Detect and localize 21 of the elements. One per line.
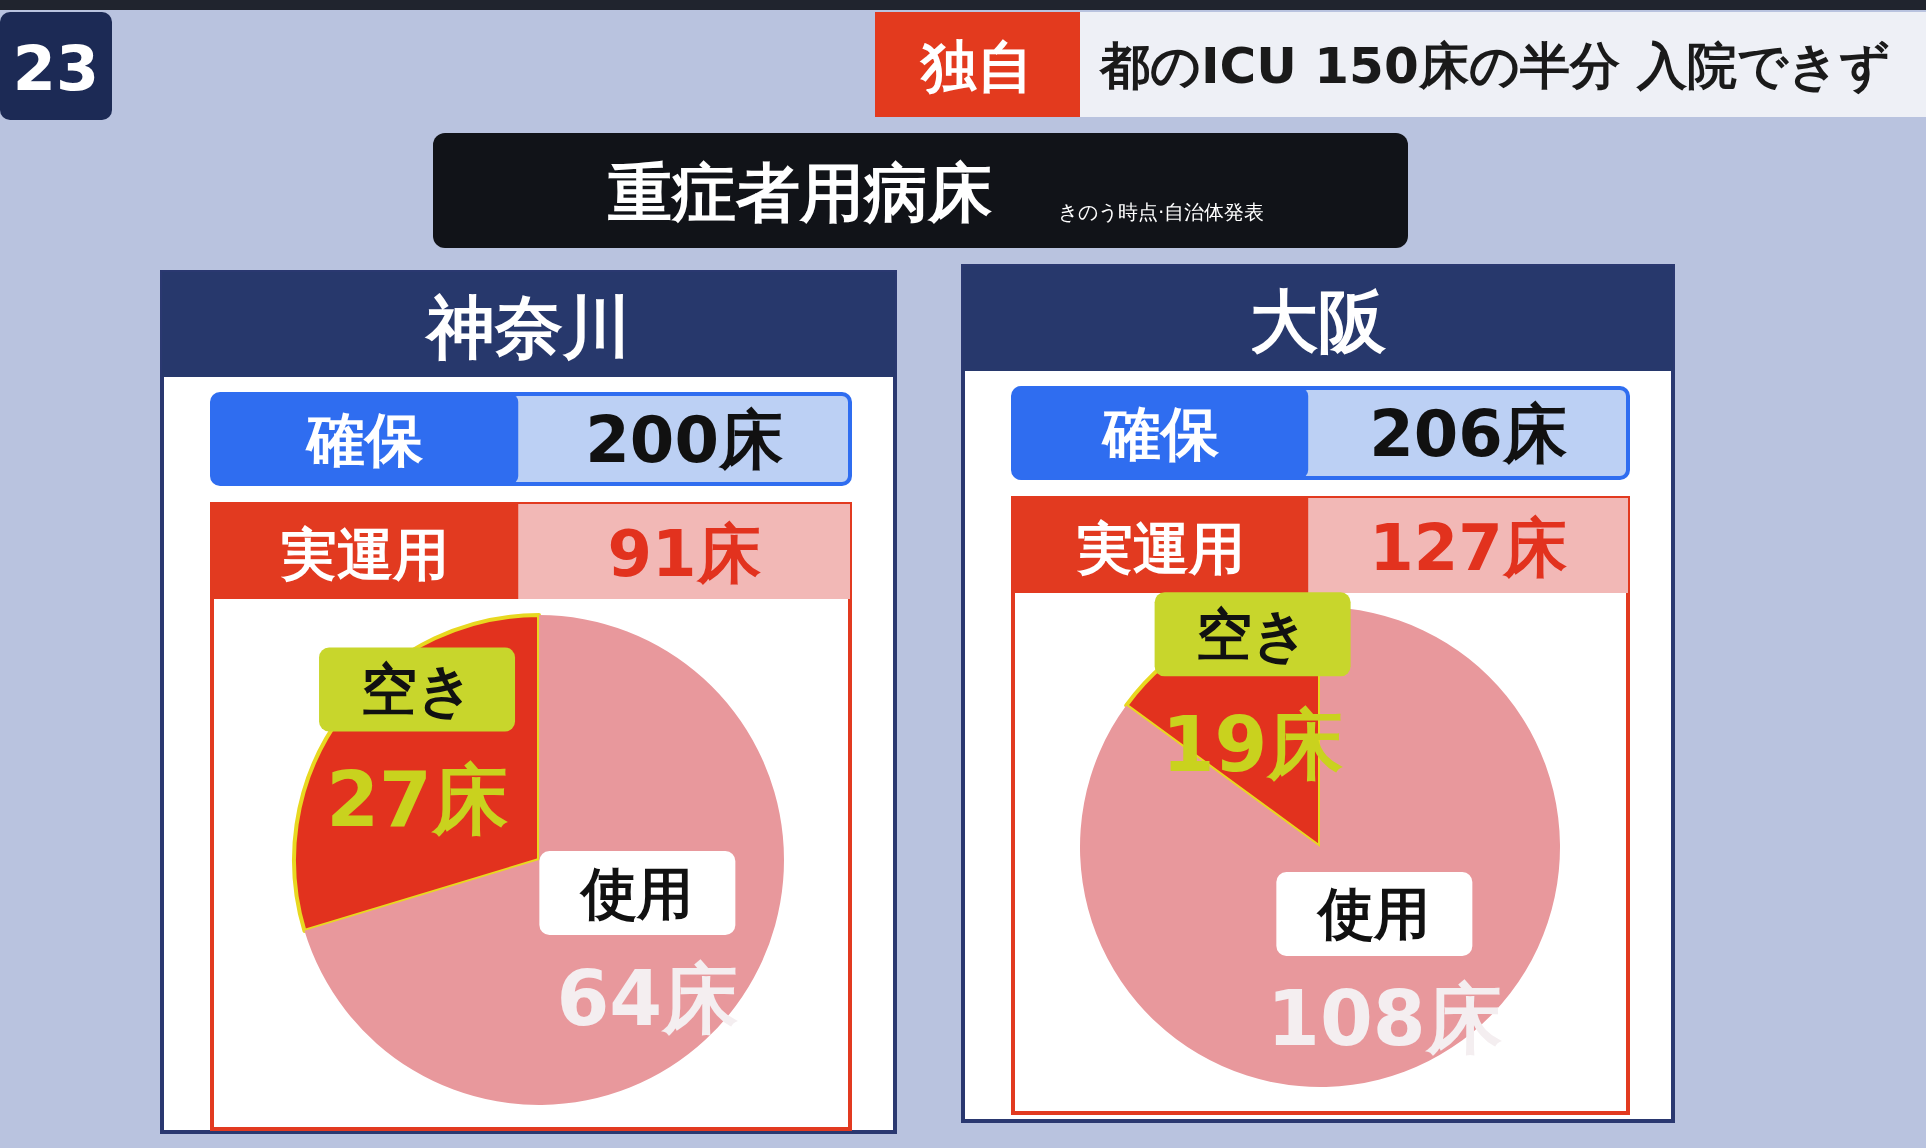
text: 実運用 xyxy=(280,521,450,587)
text: 206床 xyxy=(1369,397,1567,471)
text: 127床 xyxy=(1369,511,1567,585)
text: 独自 xyxy=(919,33,1033,99)
text: 200床 xyxy=(585,403,783,477)
slice-label: 使用 xyxy=(1316,881,1431,947)
slice-label: 空き xyxy=(360,656,474,722)
chart-title: 神奈川 xyxy=(423,287,631,367)
slice-label: 使用 xyxy=(579,860,694,926)
text: きのう時点·自治体発表 xyxy=(1058,200,1265,224)
text: 91床 xyxy=(607,517,761,591)
text: 実運用 xyxy=(1075,515,1245,581)
slice-label: 空き xyxy=(1196,601,1310,667)
data-label: 64床 xyxy=(556,953,739,1043)
text: 確保 xyxy=(305,406,425,474)
text: 都のICU 150床の半分 入院できず xyxy=(1098,37,1891,95)
chart-title: 大阪 xyxy=(1250,281,1387,361)
data-label: 27床 xyxy=(326,754,508,844)
text: 23 xyxy=(12,31,100,105)
text: 重症者用病床 xyxy=(608,156,992,230)
text: 確保 xyxy=(1100,400,1220,468)
